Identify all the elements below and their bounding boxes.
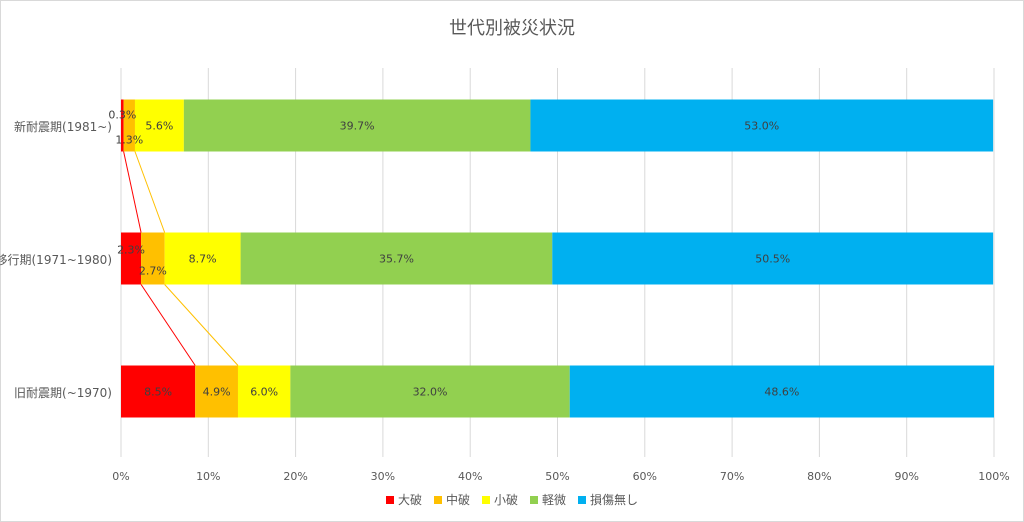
bar-segment [164,232,241,285]
bar-segment [290,365,570,418]
legend-swatch [530,495,538,504]
category-label: 旧耐震期(~1970) [14,385,112,400]
data-label: 2.3% [117,244,145,257]
legend-label: 軽微 [542,493,567,507]
legend-item: 大破 [385,491,422,508]
x-tick-label: 10% [196,470,220,483]
series-line [140,284,196,366]
legend-swatch [578,495,587,504]
x-tick-label: 20% [283,470,307,483]
bar-segment [569,365,994,418]
chart-title: 世代別被災状況 [449,18,575,39]
legend-item: 軽微 [530,491,566,508]
bar-segment [121,365,196,418]
legend-swatch [481,495,490,504]
bar-segment [134,99,184,152]
data-label: 8.7% [189,253,217,266]
x-tick-label: 90% [894,470,918,483]
bar-segment [123,99,135,152]
legend-item: 小破 [481,491,518,508]
legend-item: 中破 [433,491,470,508]
legend-label: 損傷無し [590,493,639,507]
bar-segment [530,99,994,152]
data-label: 48.6% [764,386,799,399]
data-label: 1.3% [115,134,143,147]
data-label: 4.9% [203,386,231,399]
bar-segment [121,232,142,285]
category-label: 移行期(1971~1980) [0,252,112,267]
legend-item: 損傷無し [578,491,638,508]
x-tick-label: 30% [371,470,395,483]
data-label: 5.6% [145,120,173,133]
legend-label: 中破 [445,493,470,507]
data-label: 0.3% [108,109,136,122]
data-label: 6.0% [250,386,278,399]
legend-swatch [433,495,442,504]
series-line [123,151,142,233]
x-tick-label: 70% [720,470,744,483]
bar-segment [240,232,553,285]
series-line [164,284,239,366]
bar-segment [195,365,238,418]
bar-segment [552,232,994,285]
data-label: 50.5% [755,253,790,266]
category-label: 新耐震期(1981~) [14,119,112,134]
bar-segment [183,99,531,152]
bar-segment [141,232,165,285]
data-label: 39.7% [340,120,375,133]
x-tick-label: 80% [807,470,831,483]
x-tick-label: 60% [633,470,657,483]
series-line [134,151,166,233]
legend: 大破 中破 小破 軽微 損傷無し [0,491,1024,508]
data-label: 53.0% [744,120,779,133]
legend-label: 小破 [493,493,518,507]
x-tick-label: 100% [978,470,1009,483]
data-label: 35.7% [379,253,414,266]
x-tick-label: 0% [112,470,129,483]
bar-segment [121,99,124,152]
data-label: 32.0% [413,386,448,399]
bar-segment [237,365,291,418]
x-tick-label: 50% [545,470,569,483]
legend-label: 大破 [397,493,422,507]
x-tick-label: 40% [458,470,482,483]
data-label: 8.5% [144,386,172,399]
data-label: 2.7% [139,265,167,278]
legend-swatch [385,495,394,504]
